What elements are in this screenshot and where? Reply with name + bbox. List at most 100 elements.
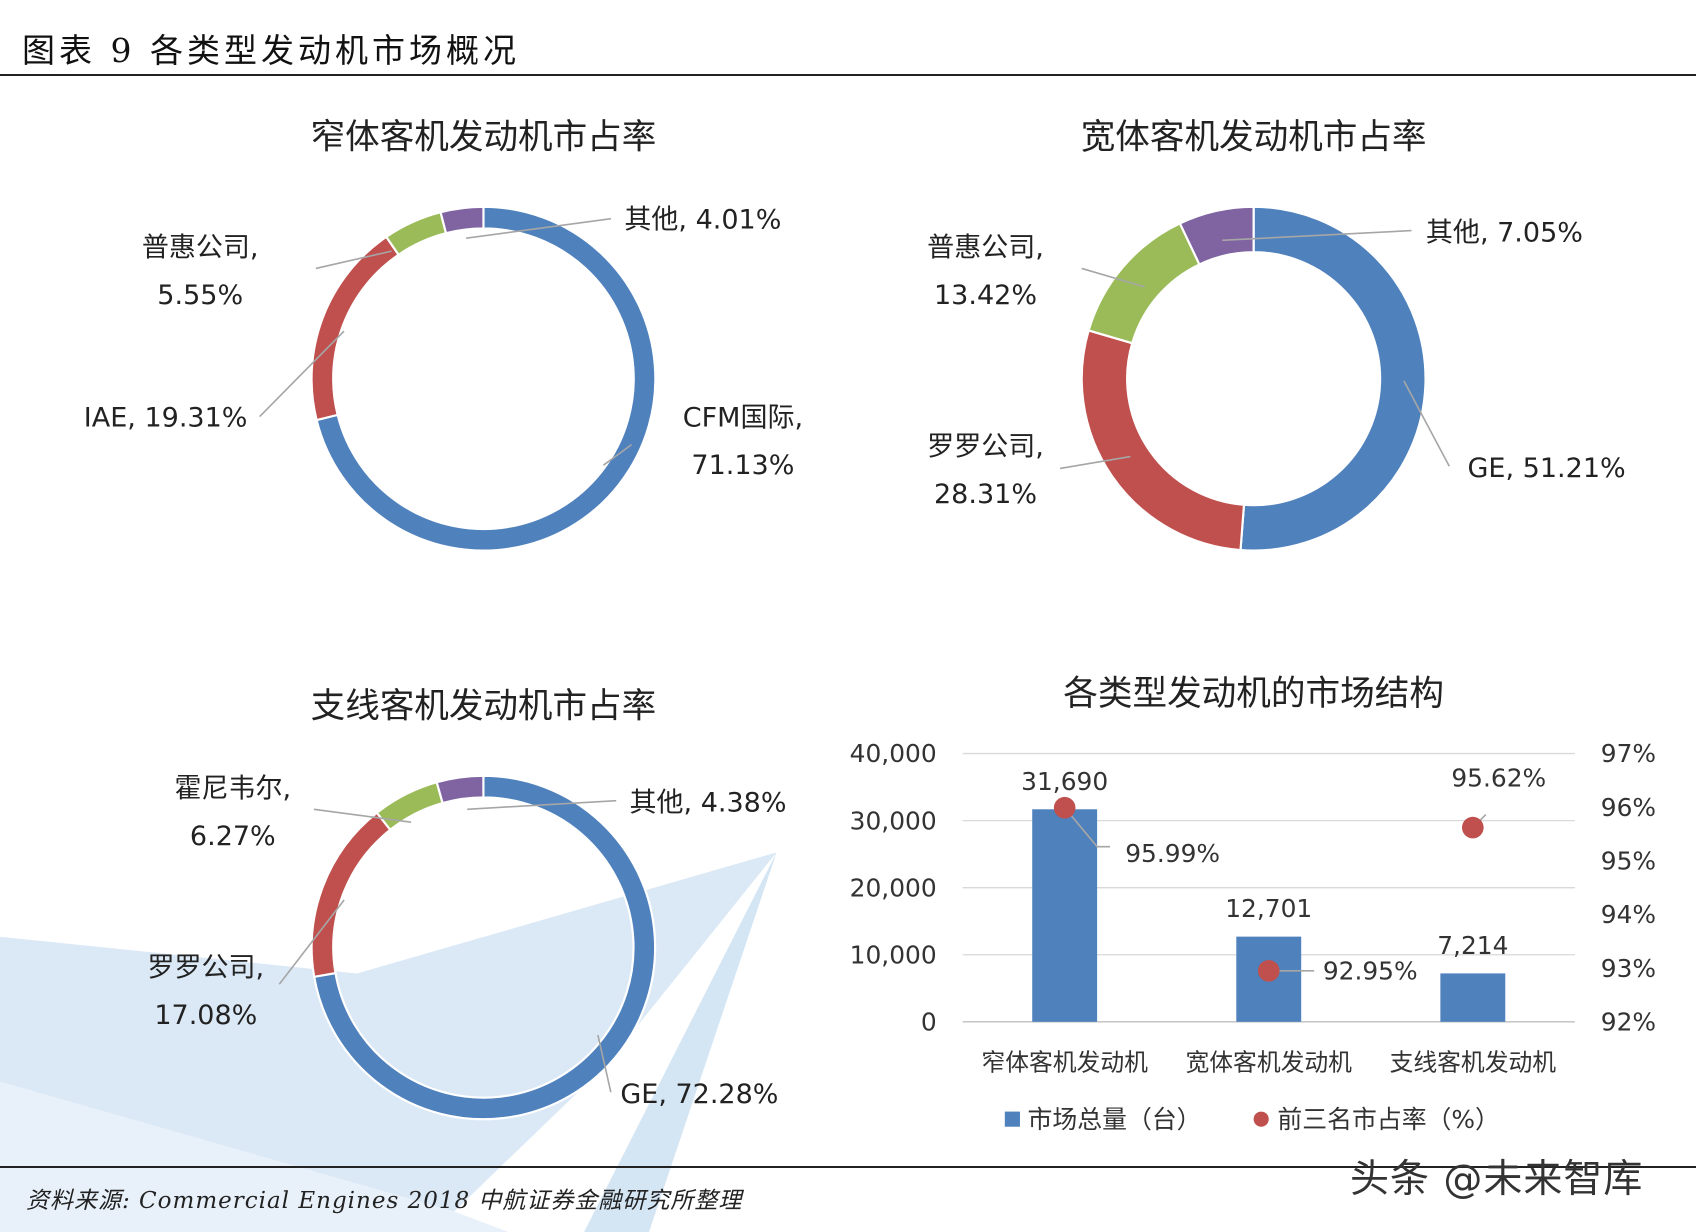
slice-value-pw: 5.55% <box>157 280 243 311</box>
bar-value-label: 12,701 <box>1225 894 1312 923</box>
y-right-tick-labels: 92% 93% 94% 95% 96% 97% <box>1601 739 1656 1036</box>
x-category-label: 窄体客机发动机 <box>981 1048 1148 1076</box>
slice-label-ge: GE, 51.21% <box>1467 453 1625 484</box>
leader-line-other <box>466 217 612 239</box>
slice-label-ge: GE, 72.28% <box>620 1079 778 1110</box>
figure-header: 图表 9 各类型发动机市场概况 <box>0 0 1696 76</box>
marker-point <box>1053 796 1076 819</box>
slice-label-other: 其他, 4.01% <box>624 204 781 235</box>
doughnut-ring <box>1080 205 1427 552</box>
slice-pratt-whitney <box>1087 221 1201 345</box>
slice-label-other: 其他, 4.38% <box>630 787 787 818</box>
slice-label-rr: 罗罗公司, <box>927 431 1044 462</box>
leader-line-cfm <box>602 443 633 466</box>
figure-title: 图表 9 各类型发动机市场概况 <box>22 31 520 70</box>
x-category-label: 宽体客机发动机 <box>1186 1048 1353 1076</box>
slice-value-cfm: 71.13% <box>691 450 794 481</box>
attribution-watermark: 头条 @未来智库 <box>1350 1157 1644 1202</box>
chart-title: 各类型发动机的市场结构 <box>1063 674 1444 714</box>
marker-value-label: 95.62% <box>1451 763 1546 792</box>
y-left-tick-label: 20,000 <box>850 873 937 902</box>
slice-value-pw: 13.42% <box>934 280 1037 311</box>
slice-value-rr: 17.08% <box>154 1000 257 1031</box>
y-right-tick-label: 96% <box>1601 793 1656 822</box>
leader-lines <box>259 217 633 466</box>
slice-label-pw: 普惠公司, <box>927 233 1044 264</box>
y-left-tick-label: 0 <box>921 1007 937 1036</box>
widebody-doughnut-chart: 宽体客机发动机市占率 GE, 51.21% 罗罗公司, 28.31% 普惠公司,… <box>927 117 1626 552</box>
leader-line-ge <box>1403 380 1451 467</box>
source-note: 资料来源: Commercial Engines 2018 中航证券金融研究所整… <box>26 1188 743 1214</box>
leader-line-other <box>467 799 617 811</box>
markers: 95.99% 92.95% 95.62% <box>1053 763 1546 985</box>
slice-label-other: 其他, 7.05% <box>1426 217 1583 248</box>
slice-rolls-royce <box>1080 329 1246 552</box>
leader-line-rolls-royce <box>1059 455 1131 470</box>
slice-label-cfm: CFM国际, <box>683 402 803 433</box>
slice-other <box>435 774 485 805</box>
y-right-tick-label: 94% <box>1601 900 1656 929</box>
slice-value-honeywell: 6.27% <box>190 821 276 852</box>
slice-ge <box>1239 205 1427 552</box>
y-left-tick-label: 40,000 <box>850 739 937 768</box>
marker-point <box>1257 960 1280 982</box>
marker-value-label: 95.99% <box>1125 839 1220 868</box>
slice-pratt-whitney <box>384 210 448 257</box>
x-category-label: 支线客机发动机 <box>1390 1048 1557 1076</box>
y-right-tick-label: 92% <box>1601 1007 1656 1036</box>
chart-title: 窄体客机发动机市占率 <box>311 117 657 157</box>
legend-label-marker: 前三名市占率（%） <box>1277 1105 1500 1134</box>
bar-value-labels: 31,690 12,701 7,214 <box>1021 767 1508 960</box>
leader-lines <box>278 799 617 1093</box>
y-right-tick-label: 95% <box>1601 847 1656 876</box>
market-structure-combo-chart: 各类型发动机的市场结构 0 10,000 20,000 30,000 40,000 92… <box>839 643 1694 1141</box>
footer-divider <box>0 1166 1696 1168</box>
legend: 市场总量（台） 前三名市占率（%） <box>1004 1105 1500 1134</box>
slice-other <box>1178 205 1255 266</box>
leader-line-other <box>1222 229 1412 242</box>
legend-swatch-bar <box>1004 1111 1020 1127</box>
slice-label-rr: 罗罗公司, <box>148 953 265 984</box>
marker-point <box>1462 816 1484 839</box>
marker-value-label: 92.95% <box>1323 956 1418 985</box>
slice-value-rr: 28.31% <box>934 479 1037 510</box>
slice-label-iae: IAE, 19.31% <box>84 402 248 433</box>
bar <box>1440 973 1506 1022</box>
watermark-shape-upper <box>0 852 777 1212</box>
chart-area-background <box>839 643 1694 1141</box>
slice-rolls-royce <box>310 811 392 979</box>
doughnut-ring <box>310 205 657 552</box>
bar-value-label: 7,214 <box>1437 931 1508 960</box>
slice-iae <box>310 235 401 422</box>
slice-cfm <box>315 205 657 552</box>
leader-line-pratt-whitney <box>1081 267 1145 288</box>
leader-line-ge <box>597 1034 612 1093</box>
chart-title: 宽体客机发动机市占率 <box>1081 117 1427 157</box>
leader-line-rolls-royce <box>278 899 345 985</box>
bars <box>1032 809 1506 1022</box>
slice-label-pw: 普惠公司, <box>142 233 259 264</box>
slice-other <box>439 205 485 235</box>
doughnut-ring <box>310 774 657 1121</box>
leader-line-honeywell <box>313 808 412 824</box>
bar <box>1032 809 1098 1022</box>
slice-label-honeywell: 霍尼韦尔, <box>175 773 292 804</box>
leader-line-iae <box>259 330 345 418</box>
y-right-tick-label: 97% <box>1601 739 1656 768</box>
chart-title: 支线客机发动机市占率 <box>311 686 656 726</box>
watermark-shape-lower <box>0 1081 509 1232</box>
bar-value-label: 31,690 <box>1021 767 1108 796</box>
legend-swatch-marker <box>1253 1111 1269 1127</box>
x-category-labels: 窄体客机发动机 宽体客机发动机 支线客机发动机 <box>981 1048 1556 1076</box>
y-left-tick-label: 10,000 <box>850 940 937 969</box>
narrowbody-doughnut-chart: 窄体客机发动机市占率 CFM国际, 71.13% IAE, 19.31% 普惠公… <box>84 117 803 552</box>
marker-leader-line <box>1064 807 1111 848</box>
leader-lines <box>1059 229 1451 470</box>
regional-doughnut-chart: 支线客机发动机市占率 GE, 72.28% 罗罗公司, 17.08% 霍尼韦尔,… <box>148 686 787 1121</box>
y-left-tick-label: 30,000 <box>850 806 937 835</box>
slice-ge <box>312 774 657 1121</box>
leader-line-pratt-whitney <box>315 250 392 270</box>
y-right-tick-label: 93% <box>1601 954 1656 983</box>
y-left-tick-labels: 0 10,000 20,000 30,000 40,000 <box>850 739 937 1036</box>
